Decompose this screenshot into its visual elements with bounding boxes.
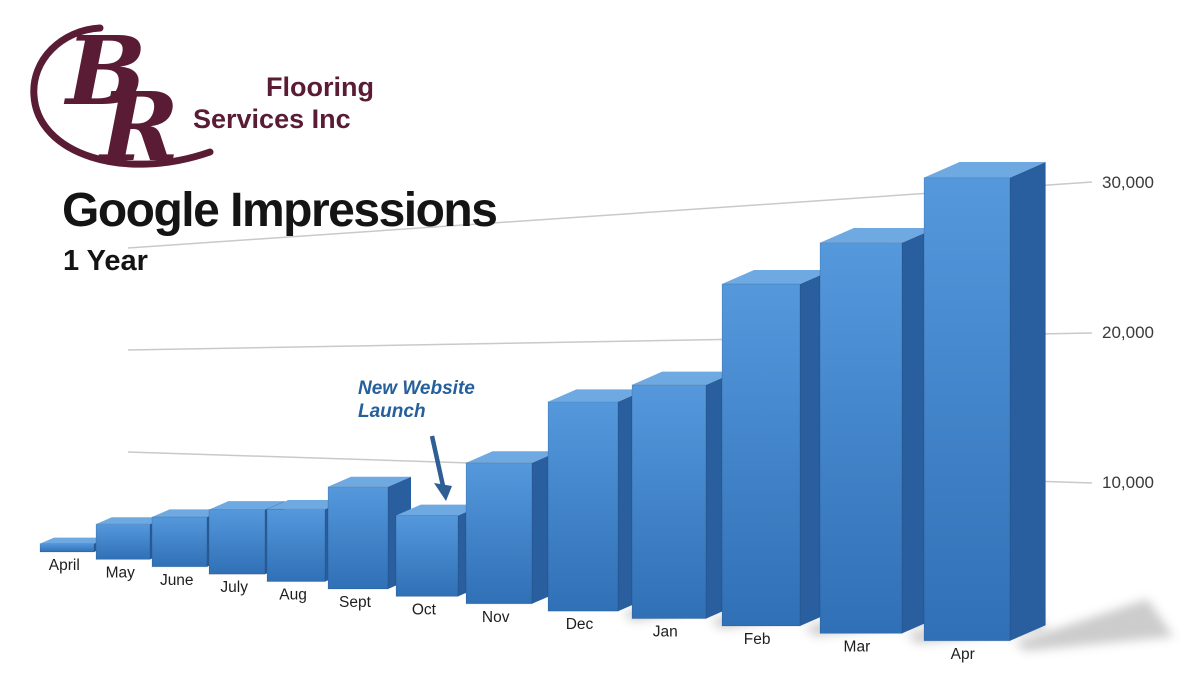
logo-text-line2: Services Inc — [193, 103, 351, 134]
bar-May — [95, 523, 151, 560]
annotation-line2: Launch — [358, 400, 426, 422]
bar-June — [151, 516, 208, 568]
bar-top-April — [40, 537, 108, 544]
y-axis-label: 30,000 — [1102, 173, 1154, 192]
x-axis-label: Oct — [412, 601, 437, 618]
x-axis-label: Jan — [653, 624, 678, 641]
bar-top-Aug — [267, 500, 347, 510]
bar-top-Apr — [924, 162, 1046, 178]
logo-text: Flooring Services Inc — [193, 72, 374, 136]
bar-top-May — [96, 517, 166, 525]
bar-top-July — [209, 501, 285, 510]
bar-top-Mar — [820, 227, 936, 243]
bar-Mar — [819, 242, 903, 634]
y-axis-label: 10,000 — [1102, 473, 1154, 492]
logo-letter-b: B — [63, 16, 146, 127]
bar-top-Sept — [328, 476, 411, 487]
logo-monogram: B R — [30, 16, 214, 174]
bar-top-Feb — [722, 270, 832, 284]
annotation-line1: New Website — [358, 378, 475, 399]
y-axis-label: 20,000 — [1102, 323, 1154, 342]
x-axis-label: July — [220, 579, 248, 596]
x-axis-label: Aug — [279, 587, 307, 604]
bar-side-Apr — [1010, 162, 1046, 641]
bar-Nov — [465, 462, 533, 605]
chart-title: Google Impressions — [62, 184, 498, 237]
bar-top-Jan — [632, 371, 737, 385]
x-axis-label: April — [49, 557, 80, 574]
chart-subtitle: 1 Year — [63, 245, 148, 277]
x-axis-label: Mar — [844, 638, 871, 655]
bar-Oct — [395, 514, 459, 597]
bar-top-Nov — [466, 451, 559, 463]
annotation-new-website-launch: New Website Launch — [358, 378, 475, 424]
bar-Aug — [266, 508, 326, 583]
bar-shadow — [1014, 599, 1174, 651]
bar-Sept — [327, 486, 389, 590]
bar-Apr — [923, 177, 1011, 642]
logo-letter-r: R — [97, 72, 179, 174]
x-axis-label: Feb — [744, 631, 771, 648]
bar-July — [208, 509, 266, 575]
bar-top-Oct — [396, 504, 483, 516]
bar-April — [39, 543, 95, 553]
x-axis-label: May — [106, 564, 136, 581]
x-axis-label: Apr — [951, 646, 975, 663]
logo-text-line1: Flooring — [266, 72, 374, 102]
logo-swoosh — [30, 24, 214, 168]
bar-Dec — [547, 401, 619, 612]
bar-Feb — [721, 283, 801, 627]
x-axis-label: Nov — [482, 609, 510, 626]
x-axis-label: Dec — [566, 616, 594, 633]
bar-Jan — [631, 384, 707, 620]
x-axis-label: Sept — [339, 594, 372, 611]
bar-top-Dec — [548, 389, 647, 402]
x-axis-label: June — [160, 572, 194, 589]
company-logo: B R Flooring Services Inc — [14, 4, 484, 174]
bar-top-June — [152, 509, 225, 517]
